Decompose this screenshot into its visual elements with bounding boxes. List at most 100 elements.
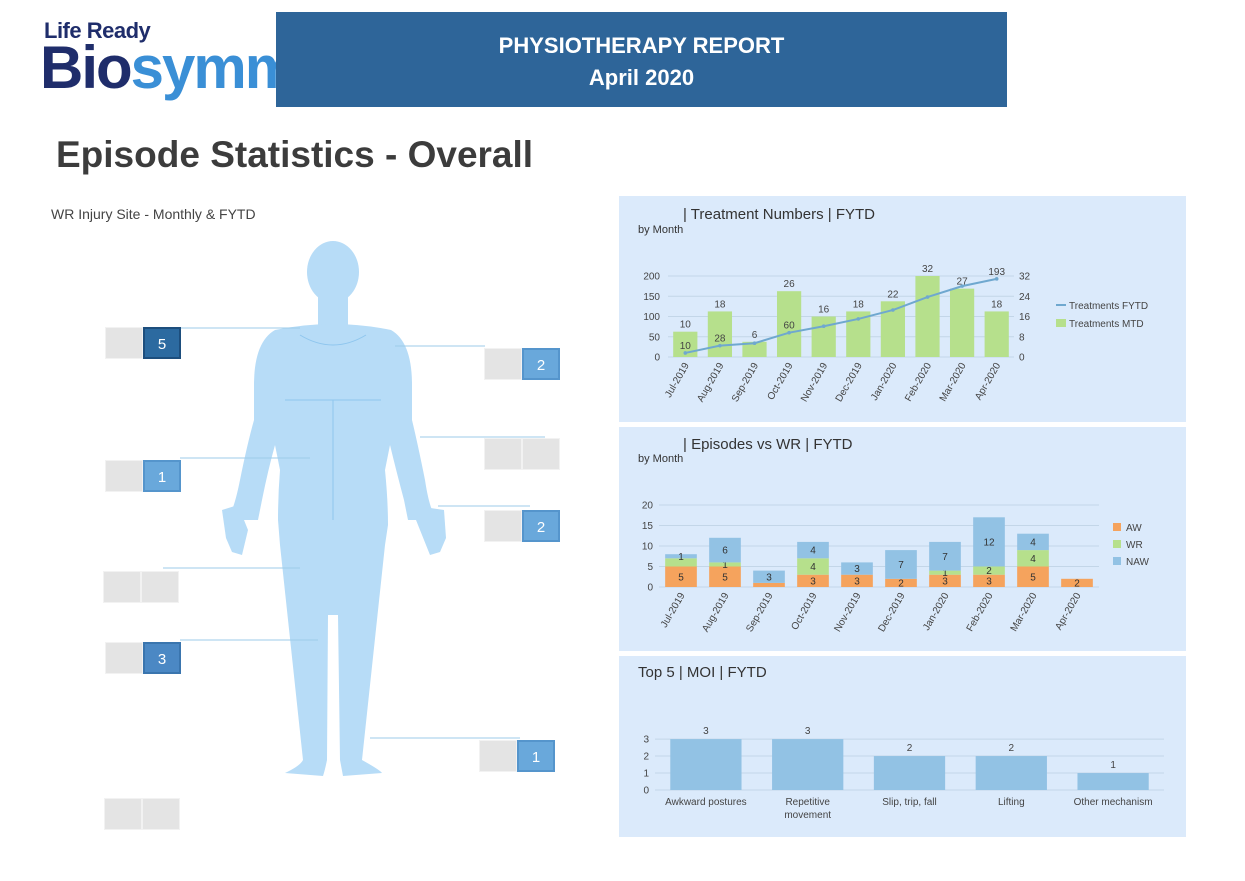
x-tick-label: Jan-2020 <box>869 361 900 403</box>
site-box-hand-wrist: 2 <box>484 510 560 542</box>
x-tick-label: Feb-2020 <box>965 591 996 634</box>
site-count: 2 <box>522 510 560 542</box>
site-box-head-neck: 5 <box>105 327 181 359</box>
segment-data-label: 3 <box>854 576 860 587</box>
x-tick-label: Mar-2020 <box>938 361 969 404</box>
x-tick-label: movement <box>784 810 831 821</box>
legend-label-wr: WR <box>1126 540 1143 551</box>
bar-segment-naw <box>973 517 1005 567</box>
bar-data-label: 3 <box>703 726 709 737</box>
segment-data-label: 1 <box>678 552 684 563</box>
line-point <box>925 295 930 299</box>
x-tick-label: Aug-2019 <box>700 591 731 634</box>
page-title: Episode Statistics - Overall <box>56 134 534 175</box>
bar-segment-wr <box>709 562 741 567</box>
bar-segment-wr <box>929 570 961 575</box>
treatment-numbers-panel: | Treatment Numbers | FYTD by Month 0 50 1… <box>619 196 1186 422</box>
chart1-title: | Treatment Numbers | FYTD <box>683 206 876 223</box>
bar-treatments-mtd <box>742 341 767 357</box>
line-point <box>718 343 722 348</box>
segment-data-label: 3 <box>942 576 948 587</box>
legend-swatch-treatments-mtd <box>1056 319 1066 327</box>
bar-segment-wr <box>797 558 829 575</box>
bar-segment-wr <box>1017 550 1049 567</box>
bar-data-label: 1 <box>1110 760 1116 771</box>
y-tick-label: 15 <box>642 521 654 532</box>
line-point <box>960 284 964 288</box>
legend-label-aw: AW <box>1126 523 1142 534</box>
site-box-blank <box>484 510 522 542</box>
x-tick-label: Oct-2019 <box>790 591 820 633</box>
x-tick-label: Jul-2019 <box>663 361 692 400</box>
bar-data-label: 18 <box>853 299 865 310</box>
line-point <box>683 351 688 355</box>
report-period: April 2020 <box>588 65 695 90</box>
site-box-knee: 3 <box>105 642 181 674</box>
bar-segment-naw <box>1017 533 1049 551</box>
chart2-subtitle: by Month <box>638 453 684 465</box>
segment-data-label: 4 <box>810 546 816 557</box>
bar-moi <box>975 756 1047 790</box>
x-tick-label: Dec-2019 <box>834 361 865 404</box>
segment-data-label: 1 <box>942 568 948 579</box>
bar-data-label: 32 <box>922 264 934 275</box>
line-data-label: 193 <box>988 267 1005 278</box>
y-right-tick-label: 24 <box>1019 292 1031 303</box>
line-point <box>856 317 861 321</box>
bar-treatments-mtd <box>811 316 836 357</box>
segment-data-label: 7 <box>898 560 904 571</box>
segment-data-label: 4 <box>810 562 816 573</box>
bar-data-label: 2 <box>907 743 913 754</box>
bar-moi <box>670 739 742 790</box>
segment-data-label: 4 <box>1030 537 1036 548</box>
report-banner: PHYSIOTHERAPY REPORT April 2020 <box>276 12 1007 107</box>
segment-data-label: 5 <box>1030 572 1036 583</box>
x-tick-label: Sep-2019 <box>744 591 775 634</box>
legend-label-treatments-mtd: Treatments MTD <box>1069 319 1144 330</box>
site-box-back: 1 <box>105 460 181 492</box>
y-left-tick-label: 0 <box>654 353 660 364</box>
y-tick-label: 20 <box>642 501 654 512</box>
segment-data-label: 3 <box>854 564 860 575</box>
logo-symm-text: symm <box>130 34 298 101</box>
x-tick-label: Slip, trip, fall <box>882 797 936 808</box>
y-right-tick-label: 32 <box>1019 272 1031 283</box>
chart2-title: | Episodes vs WR | FYTD <box>683 436 853 453</box>
x-tick-label: Feb-2020 <box>903 361 934 404</box>
line-data-label: 60 <box>784 321 796 332</box>
bar-segment-aw <box>753 582 785 587</box>
bar-segment-naw <box>665 554 697 559</box>
y-tick-label: 3 <box>643 735 649 746</box>
site-box-ankle-foot: 1 <box>479 740 555 772</box>
x-tick-label: Dec-2019 <box>876 591 907 634</box>
x-tick-label: Repetitive <box>785 797 830 808</box>
y-right-tick-label: 16 <box>1019 312 1031 323</box>
bar-segment-aw <box>973 574 1005 587</box>
segment-data-label: 2 <box>898 578 904 589</box>
legend-swatch-aw <box>1113 523 1121 531</box>
bar-segment-aw <box>665 566 697 587</box>
bar-data-label: 2 <box>1009 743 1015 754</box>
legend-swatch-wr <box>1113 540 1121 548</box>
y-tick-label: 5 <box>647 562 653 573</box>
site-count: 1 <box>143 460 181 492</box>
bar-moi <box>873 756 946 790</box>
x-tick-label: Nov-2019 <box>832 591 863 634</box>
site-box-blank <box>105 327 143 359</box>
bar-segment-aw <box>885 578 917 587</box>
bar-segment-naw <box>929 541 961 571</box>
bar-moi <box>1077 773 1149 790</box>
line-point <box>787 330 791 335</box>
site-leader-lines <box>163 327 545 739</box>
y-left-tick-label: 50 <box>649 332 661 343</box>
bar-segment-aw <box>841 574 873 587</box>
site-box-blank <box>104 798 142 830</box>
x-tick-label: Lifting <box>998 797 1025 808</box>
segment-data-label: 2 <box>1074 578 1080 589</box>
site-box-blank <box>484 438 522 470</box>
segment-data-label: 7 <box>942 552 948 563</box>
y-tick-label: 0 <box>647 583 653 594</box>
top-moi-chart: 0 1 2 3 3 Awkward postures 3 Repetitive movement… <box>643 726 1164 821</box>
segment-data-label: 5 <box>678 572 684 583</box>
site-count <box>141 571 179 603</box>
